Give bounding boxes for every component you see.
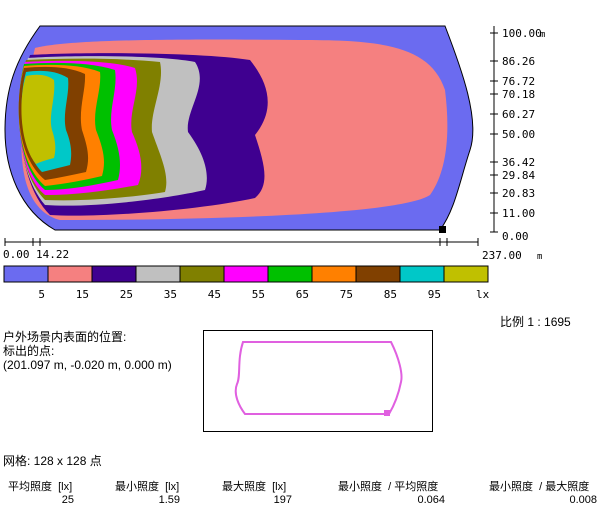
- y-tick: 100.00: [502, 27, 542, 40]
- grid-info: 网格: 128 x 128 点: [3, 454, 102, 468]
- legend-label: 75: [340, 288, 353, 301]
- legend-swatch: [47, 265, 93, 283]
- marked-point: [439, 226, 446, 233]
- position-info: 户外场景内表面的位置: 标出的点: (201.097 m, -0.020 m, …: [3, 330, 172, 372]
- y-tick: 86.26: [502, 55, 535, 68]
- stat-header-max: 最大照度 [lx]: [222, 481, 287, 493]
- x-unit: m: [537, 252, 542, 262]
- legend-swatches: [3, 265, 489, 283]
- legend-swatch: [179, 265, 225, 283]
- legend-label: 15: [76, 288, 89, 301]
- y-tick: 20.83: [502, 187, 535, 200]
- y-tick: 60.27: [502, 108, 535, 121]
- y-tick: 0.00: [502, 230, 529, 243]
- legend-swatch: [135, 265, 181, 283]
- legend-label: 5: [38, 288, 45, 301]
- y-tick: 36.42: [502, 156, 535, 169]
- stat-value-avg: 25: [61, 494, 74, 506]
- stat-value-min-avg: 0.064: [417, 494, 445, 506]
- position-line-3: (201.097 m, -0.020 m, 0.000 m): [3, 358, 172, 372]
- stat-header-min-avg: 最小照度 / 平均照度: [338, 481, 439, 493]
- legend-labels: 5 15 25 35 45 55 65 75 85 95: [38, 288, 441, 301]
- legend-label: 65: [296, 288, 309, 301]
- legend-label: 95: [428, 288, 441, 301]
- stat-value-min-max: 0.008: [569, 494, 597, 506]
- position-line-1: 户外场景内表面的位置:: [3, 330, 127, 344]
- legend-swatch: [311, 265, 357, 283]
- scale-label: 比例: [500, 315, 525, 329]
- overview-marker: [384, 410, 390, 416]
- legend-label: 45: [208, 288, 221, 301]
- y-tick: 11.00: [502, 207, 535, 220]
- isolux-plot: 100.00 m 86.26 76.72 70.18 60.27 50.00 3…: [3, 25, 545, 262]
- y-tick: 29.84: [502, 169, 535, 182]
- legend-swatch: [399, 265, 445, 283]
- legend-swatch: [91, 265, 137, 283]
- legend-swatch: [223, 265, 269, 283]
- position-line-2: 标出的点:: [3, 344, 55, 358]
- y-tick: 50.00: [502, 128, 535, 141]
- legend-label: 25: [120, 288, 133, 301]
- stat-header-avg: 平均照度 [lx]: [8, 481, 73, 493]
- legend-label: 35: [164, 288, 177, 301]
- y-tick: 76.72: [502, 75, 535, 88]
- stat-header-min: 最小照度 [lx]: [115, 481, 180, 493]
- legend-swatch: [443, 265, 489, 283]
- stat-value-max: 197: [273, 494, 292, 506]
- stat-value-min: 1.59: [158, 494, 180, 506]
- scale-value: 1 : 1695: [527, 315, 571, 329]
- legend: 5 15 25 35 45 55 65 75 85 95 lx: [3, 265, 490, 301]
- x-tick: 0.00: [3, 248, 30, 261]
- y-axis: 100.00 m 86.26 76.72 70.18 60.27 50.00 3…: [490, 26, 545, 243]
- legend-unit: lx: [476, 288, 490, 301]
- legend-swatch: [355, 265, 401, 283]
- legend-swatch: [3, 265, 49, 283]
- stat-header-min-max: 最小照度 / 最大照度: [489, 481, 590, 493]
- contour-fill: [5, 26, 473, 230]
- overview-map: [203, 330, 433, 432]
- x-tick: 14.22: [36, 248, 69, 261]
- legend-swatch: [267, 265, 313, 283]
- scale: 比例 1 : 1695: [500, 315, 571, 329]
- x-axis: 0.00 14.22 237.00 m: [3, 238, 542, 262]
- legend-label: 85: [384, 288, 397, 301]
- y-tick: 70.18: [502, 88, 535, 101]
- legend-label: 55: [252, 288, 265, 301]
- y-unit: m: [540, 30, 545, 40]
- boundary-outline: [4, 25, 474, 231]
- x-tick: 237.00: [482, 249, 522, 262]
